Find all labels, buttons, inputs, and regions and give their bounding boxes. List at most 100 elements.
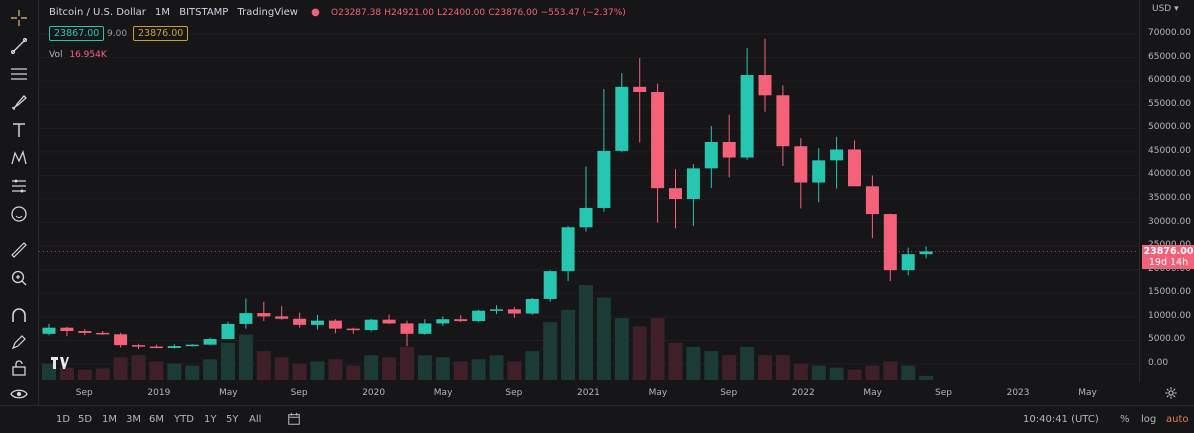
percent-toggle[interactable]: % <box>1120 414 1130 425</box>
interval-label[interactable]: 1M <box>155 7 171 18</box>
candle-body <box>490 309 503 311</box>
exchange-label: BITSTAMP <box>179 7 229 18</box>
candle-body <box>257 313 271 317</box>
zoom-in-icon[interactable] <box>9 268 29 288</box>
prediction-icon[interactable] <box>9 176 29 196</box>
utc-clock[interactable]: 10:40:41 (UTC) <box>1023 414 1099 425</box>
auto-toggle[interactable]: auto <box>1166 414 1189 425</box>
price-axis-label: 10000.00 <box>1148 310 1191 321</box>
candle-body <box>78 331 92 333</box>
volume-bar <box>471 359 486 380</box>
time-axis[interactable]: Sep 2019 May Sep 2020 May Sep 2021 May Sep 2022 May… <box>39 382 1139 404</box>
volume-bar <box>95 368 110 380</box>
ohlc-low: L22400.00 <box>437 8 486 18</box>
candle-body <box>418 323 432 334</box>
range-button[interactable]: YTD <box>174 414 194 425</box>
text-tool-icon[interactable] <box>9 120 29 140</box>
range-button[interactable]: 3M <box>126 414 141 425</box>
range-button[interactable]: 1M <box>102 414 117 425</box>
candlestick-chart[interactable] <box>39 0 1139 382</box>
volume-bar <box>400 346 414 380</box>
spread-value: 9.00 <box>107 29 128 39</box>
candle-body <box>883 214 897 271</box>
brush-icon[interactable] <box>9 92 29 112</box>
tradingview-logo[interactable] <box>51 357 69 373</box>
candle-body <box>525 298 539 314</box>
candle-body <box>740 75 754 158</box>
volume-bar <box>525 351 540 380</box>
volume-bar <box>238 334 253 380</box>
volume-legend[interactable]: Vol 16.954K <box>49 50 107 60</box>
drawing-toolbar <box>0 0 39 410</box>
trend-line-icon[interactable] <box>9 36 29 56</box>
emoji-icon[interactable] <box>9 204 29 224</box>
volume-bar <box>149 361 164 380</box>
settings-gear-icon[interactable] <box>1164 385 1178 399</box>
volume-bar <box>614 318 629 380</box>
price-axis-label: 70000.00 <box>1148 28 1191 38</box>
market-status-dot-icon: ● <box>311 7 320 18</box>
eye-icon[interactable] <box>9 384 29 404</box>
price-axis-label: 45000.00 <box>1148 145 1191 156</box>
volume-bar <box>274 357 289 380</box>
volume-bar <box>650 318 665 380</box>
time-axis-label: May <box>219 388 238 398</box>
candle-body <box>561 227 575 272</box>
volume-bar <box>167 363 182 380</box>
time-axis-label: Sep <box>935 388 952 398</box>
candle-body <box>311 320 324 325</box>
magnet-icon[interactable] <box>9 306 29 326</box>
candle-body <box>794 146 808 183</box>
volume-bar <box>865 365 880 380</box>
volume-bar <box>811 365 826 380</box>
volume-bar <box>758 355 772 380</box>
range-button[interactable]: 6M <box>149 414 164 425</box>
volume-bar <box>417 355 432 380</box>
crosshair-icon[interactable] <box>9 8 29 28</box>
range-button[interactable]: 5D <box>78 414 93 425</box>
candle-body <box>543 271 557 299</box>
time-axis-label: 2019 <box>147 388 171 398</box>
ruler-icon[interactable] <box>9 240 29 260</box>
volume-bar <box>113 357 128 380</box>
ohlc-open: O23287.38 <box>331 8 382 18</box>
price-axis-label: 55000.00 <box>1148 98 1191 109</box>
volume-bar <box>59 367 74 380</box>
fib-retracement-icon[interactable] <box>9 64 29 84</box>
price-axis-label: 40000.00 <box>1148 169 1191 180</box>
volume-bar <box>829 367 844 380</box>
volume-bar <box>310 361 325 380</box>
pencil-lock-icon[interactable] <box>9 332 29 352</box>
volume-bar <box>292 363 307 380</box>
candle-body <box>704 141 718 169</box>
symbol-name[interactable]: Bitcoin / U.S. Dollar <box>49 7 146 18</box>
range-button[interactable]: 1Y <box>204 414 217 425</box>
candle-body <box>686 168 700 199</box>
candle-body <box>42 327 56 334</box>
candle-body <box>436 319 450 324</box>
ask-price-button[interactable]: 23876.00 <box>133 26 189 41</box>
range-button[interactable]: All <box>249 414 262 425</box>
volume-bar <box>561 309 576 380</box>
log-toggle[interactable]: log <box>1141 414 1157 425</box>
volume-bar <box>847 369 862 380</box>
chart-pane[interactable]: Bitcoin / U.S. Dollar 1M BITSTAMP Tradin… <box>39 0 1139 382</box>
volume-bar <box>919 375 934 380</box>
current-price-tag: 23876.00 19d 14h <box>1142 245 1194 269</box>
bid-price-button[interactable]: 23867.00 <box>49 26 105 41</box>
price-scale[interactable]: USD ▾ 70000.00 65000.00 60000.00 55000.00 50… <box>1139 0 1194 399</box>
candle-body <box>275 316 289 319</box>
volume-bar <box>507 361 522 380</box>
pattern-icon[interactable] <box>9 148 29 168</box>
bar-countdown: 19d 14h <box>1148 257 1189 268</box>
volume-bar <box>453 361 468 380</box>
currency-selector[interactable]: USD ▾ <box>1152 4 1179 14</box>
date-range-icon[interactable] <box>287 411 301 425</box>
range-button[interactable]: 1D <box>56 414 71 425</box>
lock-icon[interactable] <box>9 358 29 378</box>
range-button[interactable]: 5Y <box>226 414 239 425</box>
volume-bar <box>77 369 92 380</box>
ohlc-close: C23876.00 <box>488 8 538 18</box>
candle-body <box>185 344 199 347</box>
candle-body <box>651 91 665 189</box>
